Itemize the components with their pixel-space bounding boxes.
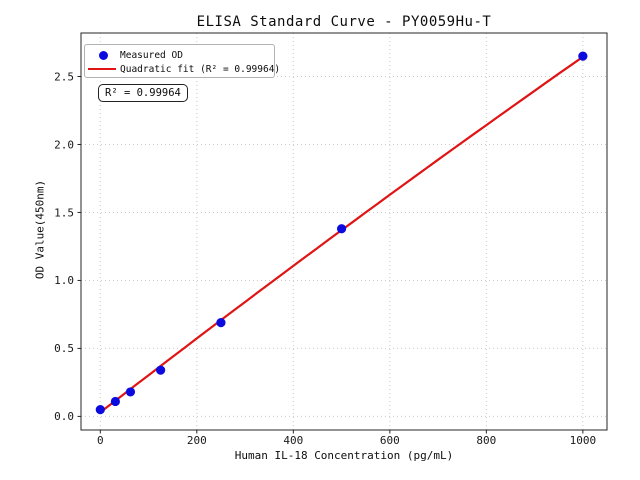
legend-item-measured-od: Measured OD — [85, 48, 274, 62]
legend: Measured OD Quadratic fit (R² = 0.99964) — [84, 44, 280, 78]
x-tick-label: 1000 — [570, 434, 597, 447]
data-point — [336, 224, 347, 234]
y-tick-label: 0.5 — [54, 342, 74, 355]
y-axis-label: OD Value(450nm) — [33, 179, 47, 280]
y-tick-label: 2.0 — [54, 138, 74, 151]
y-tick-label: 2.5 — [54, 70, 74, 83]
data-point — [156, 365, 166, 375]
data-point — [95, 405, 105, 415]
chart-title: ELISA Standard Curve - PY0059Hu-T — [196, 14, 492, 30]
data-point — [110, 396, 120, 407]
y-tick-label: 0.0 — [54, 410, 74, 423]
data-point — [216, 317, 226, 328]
x-tick-label: 400 — [283, 434, 303, 447]
axes-spines — [80, 32, 608, 431]
x-tick-label: 800 — [476, 434, 496, 447]
data-point — [578, 51, 588, 61]
legend-label-quadratic-fit: Quadratic fit (R² = 0.99964) — [120, 63, 281, 75]
r-squared-annotation: R² = 0.99964 — [98, 84, 188, 102]
data-point — [125, 387, 136, 397]
fit-line-marker-icon — [88, 67, 116, 71]
y-tick-label: 1.0 — [54, 274, 74, 287]
quadratic-fit-line — [99, 55, 585, 414]
x-tick-label: 600 — [380, 434, 400, 447]
y-tick-label: 1.5 — [54, 206, 74, 219]
x-axis-label: Human IL-18 Concentration (pg/mL) — [234, 449, 454, 462]
legend-label-measured-od: Measured OD — [120, 49, 183, 61]
legend-item-quadratic-fit: Quadratic fit (R² = 0.99964) — [85, 62, 280, 76]
scatter-point-marker-icon — [99, 50, 108, 60]
x-tick-label: 0 — [97, 434, 104, 447]
x-tick-label: 200 — [187, 434, 207, 447]
